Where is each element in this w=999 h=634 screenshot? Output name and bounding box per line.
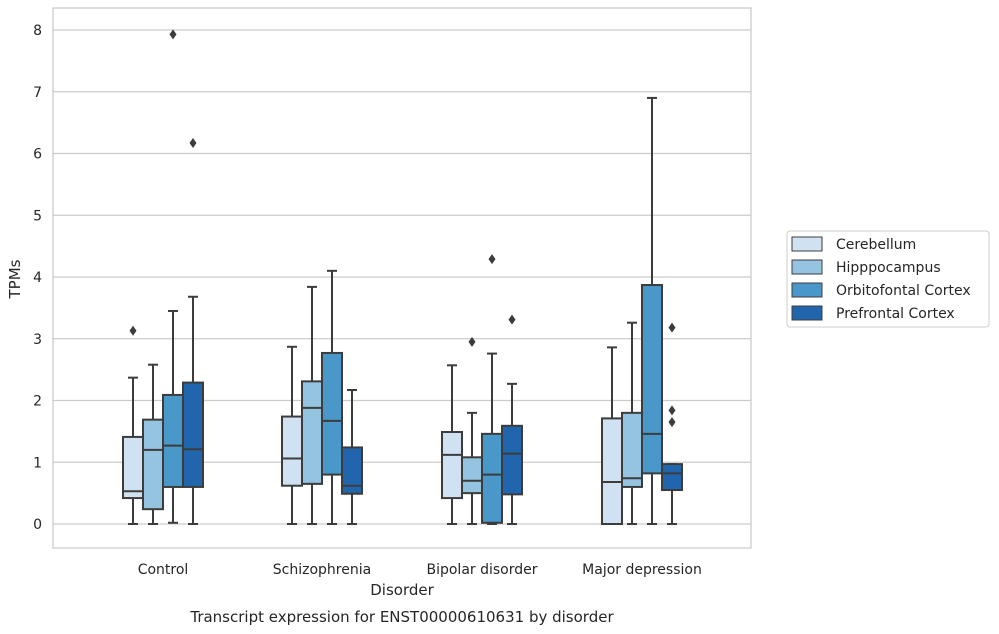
legend-swatch (791, 305, 823, 321)
legend-swatch (791, 282, 823, 298)
box-orbitofontal-cortex (162, 29, 184, 524)
outlier-point (668, 322, 676, 333)
box-prefrontal-cortex (661, 322, 683, 525)
outlier-point (508, 314, 516, 325)
iqr-box (641, 284, 663, 475)
y-tick-label: 8 (33, 23, 42, 39)
box-orbitofontal-cortex (321, 269, 343, 525)
y-tick-label: 2 (33, 394, 42, 410)
iqr-box (601, 417, 623, 525)
box-prefrontal-cortex (182, 138, 204, 525)
iqr-box (341, 446, 363, 495)
box-hipppocampus (142, 363, 164, 525)
iqr-box (461, 456, 483, 495)
outlier-point (468, 336, 476, 347)
legend-label: Cerebellum (836, 237, 916, 253)
x-tick-label: Control (138, 562, 189, 578)
y-tick-label: 7 (33, 85, 42, 101)
iqr-box (621, 411, 643, 488)
iqr-box (281, 415, 303, 487)
outlier-point (189, 138, 197, 149)
iqr-box (162, 393, 184, 488)
y-tick-label: 4 (33, 270, 42, 286)
box-cerebellum (281, 345, 303, 525)
legend-swatch (791, 236, 823, 252)
x-tick-label: Major depression (582, 562, 702, 578)
x-tick-label: Schizophrenia (273, 562, 371, 578)
x-axis-label: Disorder (370, 581, 434, 599)
iqr-box (501, 424, 523, 496)
outlier-point (668, 417, 676, 428)
iqr-box (661, 463, 683, 492)
y-axis-ticks: 0 1 2 3 4 5 6 7 8 (33, 23, 42, 533)
outlier-point (488, 254, 496, 265)
box-cerebellum (122, 325, 144, 525)
y-tick-label: 5 (33, 208, 42, 224)
box-prefrontal-cortex (341, 389, 363, 525)
x-tick-label: Bipolar disorder (426, 562, 537, 578)
plot-frame (52, 7, 752, 549)
iqr-box (142, 418, 164, 511)
outlier-point (668, 405, 676, 416)
x-axis-ticks: Control Schizophrenia Bipolar disorder Majo… (138, 562, 702, 578)
iqr-box (481, 432, 503, 524)
box-plot-area (122, 29, 683, 525)
y-tick-label: 1 (33, 455, 42, 471)
iqr-box (441, 430, 463, 500)
iqr-box (122, 435, 144, 500)
legend-swatch (791, 259, 823, 275)
iqr-box (301, 380, 323, 485)
box-prefrontal-cortex (501, 314, 523, 525)
box-hipppocampus (461, 336, 483, 525)
y-axis-label: TPMs (6, 259, 24, 299)
legend-label: Hipppocampus (836, 260, 941, 276)
legend-label: Prefrontal Cortex (836, 306, 955, 322)
box-cerebellum (601, 346, 623, 525)
outlier-point (169, 29, 177, 40)
box-hipppocampus (621, 321, 643, 525)
y-tick-label: 0 (33, 517, 42, 533)
legend: Cerebellum Hipppocampus Orbitofontal Corte… (786, 230, 990, 328)
y-tick-label: 6 (33, 147, 42, 163)
chart-caption: Transcript expression for ENST0000061063… (189, 608, 614, 626)
box-hipppocampus (301, 285, 323, 525)
legend-frame (786, 230, 990, 328)
box-orbitofontal-cortex (641, 96, 663, 525)
y-tick-label: 3 (33, 332, 42, 348)
iqr-box (182, 381, 204, 488)
iqr-box (321, 351, 343, 476)
box-orbitofontal-cortex (481, 254, 503, 525)
legend-label: Orbitofontal Cortex (836, 283, 971, 299)
outlier-point (129, 325, 137, 336)
box-cerebellum (441, 364, 463, 525)
